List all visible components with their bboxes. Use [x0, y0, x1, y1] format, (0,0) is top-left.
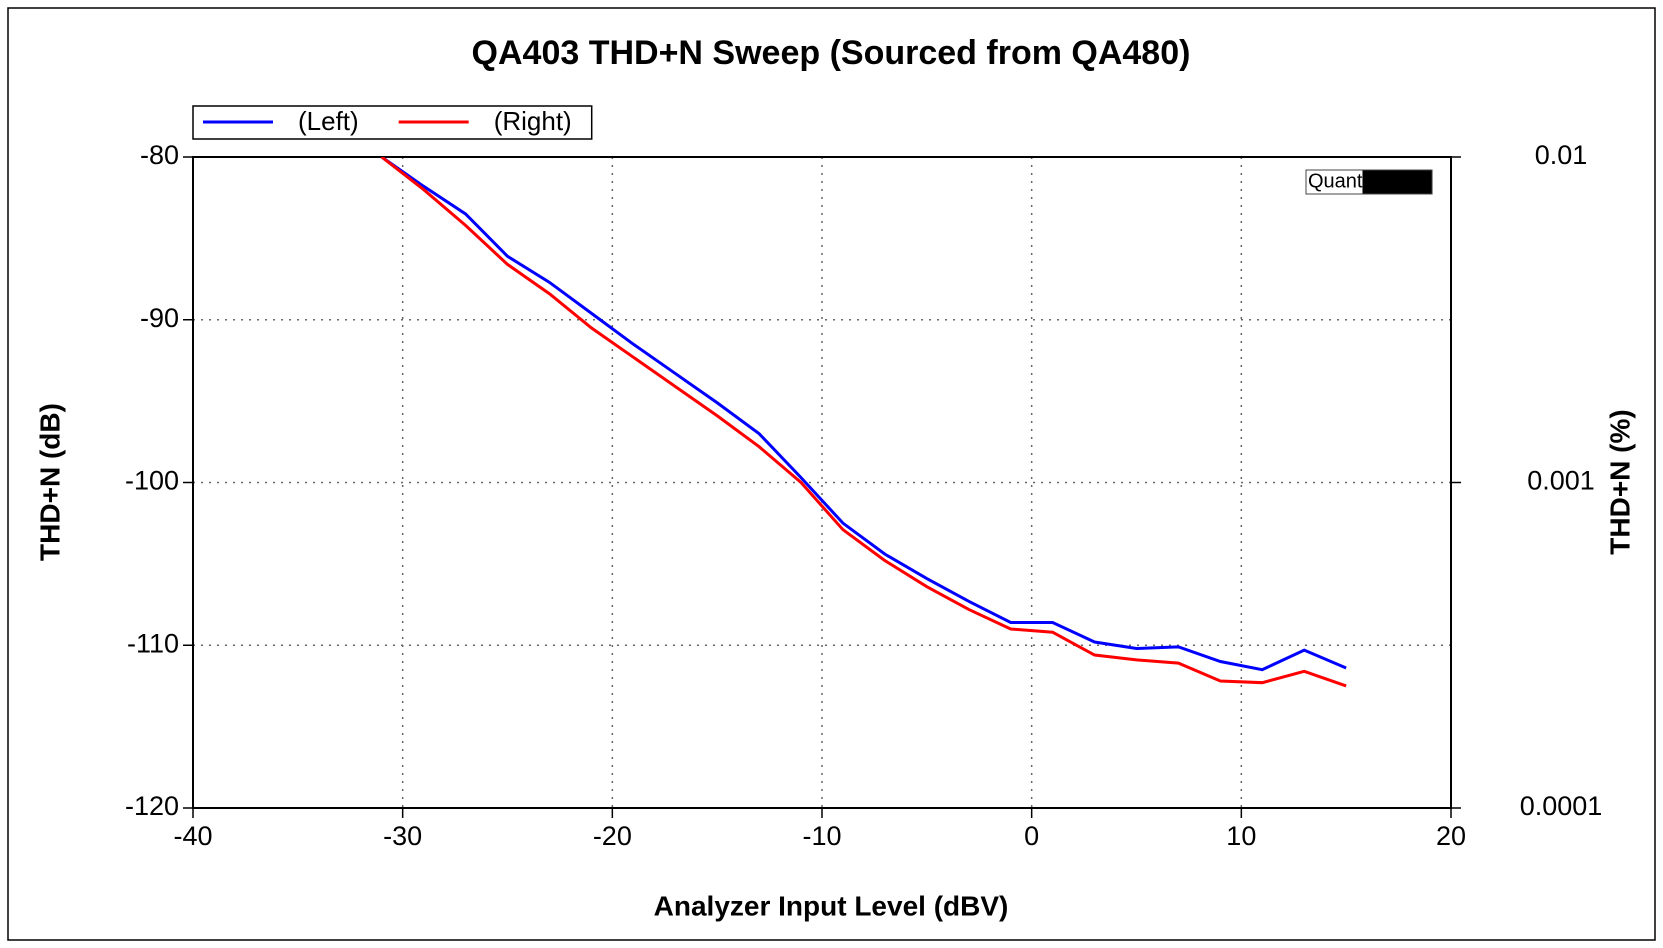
x-tick-label: -30: [383, 821, 422, 851]
x-tick-label: -10: [802, 821, 841, 851]
x-tick-label: 10: [1226, 821, 1256, 851]
x-tick-label: -40: [173, 821, 212, 851]
y-tick-label: -120: [125, 791, 179, 821]
x-tick-label: -20: [593, 821, 632, 851]
y-tick-label: -100: [125, 466, 179, 496]
legend-label: (Right): [494, 106, 572, 136]
y-tick-label: -110: [127, 628, 179, 658]
legend-label: (Left): [298, 106, 359, 136]
x-tick-label: 0: [1024, 821, 1039, 851]
watermark-frame: [1305, 169, 1433, 195]
chart-title: QA403 THD+N Sweep (Sourced from QA480): [472, 34, 1191, 72]
y2-tick-label: 0.001: [1527, 466, 1595, 496]
watermark: Asylum: [1364, 170, 1430, 192]
series-line: [380, 157, 1347, 672]
series-line: [380, 157, 1347, 688]
plot-area: [192, 156, 1452, 809]
frame: [7, 7, 1656, 941]
y2-axis-title: THD+N (%): [1604, 409, 1635, 554]
y-tick-label: -90: [140, 303, 179, 333]
y-axis-title: THD+N (dB): [34, 403, 65, 561]
x-tick-label: 20: [1436, 821, 1466, 851]
y2-tick-label: 0.0001: [1520, 791, 1603, 821]
watermark-box: [1362, 170, 1433, 194]
y2-tick-label: 0.01: [1535, 140, 1588, 170]
x-axis-title: Analyzer Input Level (dBV): [654, 890, 1009, 921]
y-tick-label: -80: [140, 140, 179, 170]
watermark: Quant: [1308, 170, 1363, 192]
